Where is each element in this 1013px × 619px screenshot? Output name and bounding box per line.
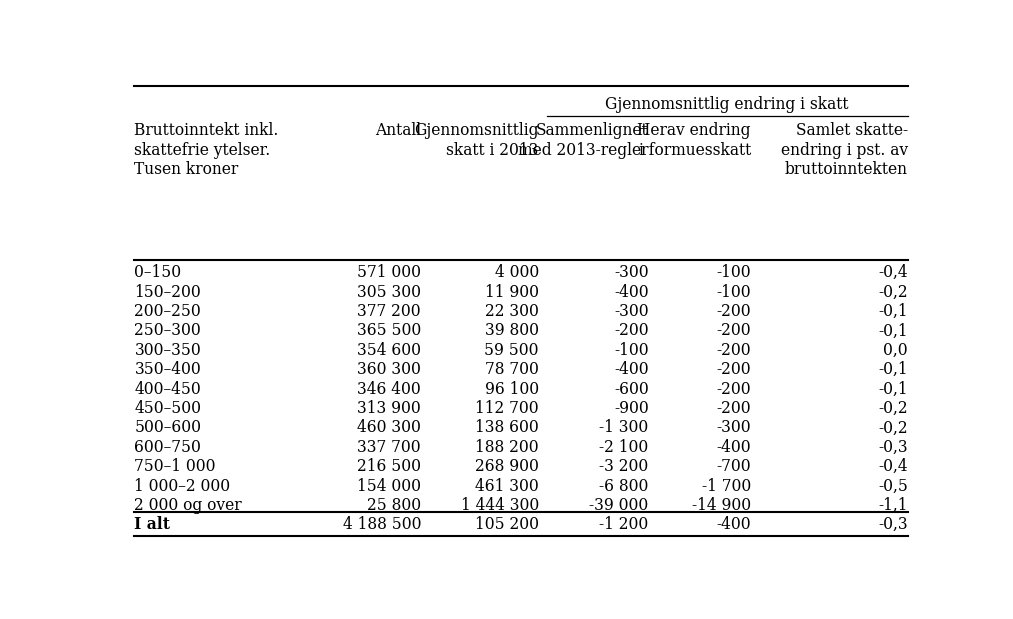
- Text: -100: -100: [716, 284, 751, 301]
- Text: 377 200: 377 200: [358, 303, 421, 320]
- Text: -1 700: -1 700: [702, 478, 751, 495]
- Text: 600–750: 600–750: [135, 439, 202, 456]
- Text: -200: -200: [716, 400, 751, 417]
- Text: 138 600: 138 600: [475, 420, 539, 436]
- Text: 2 000 og over: 2 000 og over: [135, 497, 242, 514]
- Text: Samlet skatte-
endring i pst. av
bruttoinntekten: Samlet skatte- endring i pst. av bruttoi…: [781, 122, 908, 178]
- Text: 1 000–2 000: 1 000–2 000: [135, 478, 231, 495]
- Text: 4 000: 4 000: [494, 264, 539, 281]
- Text: -0,3: -0,3: [878, 439, 908, 456]
- Text: 22 300: 22 300: [485, 303, 539, 320]
- Text: 96 100: 96 100: [484, 381, 539, 397]
- Text: 305 300: 305 300: [357, 284, 421, 301]
- Text: 571 000: 571 000: [357, 264, 421, 281]
- Text: -0,1: -0,1: [878, 322, 908, 339]
- Text: 0–150: 0–150: [135, 264, 181, 281]
- Text: -1 200: -1 200: [600, 516, 648, 533]
- Text: -200: -200: [614, 322, 648, 339]
- Text: -0,5: -0,5: [878, 478, 908, 495]
- Text: Sammenlignet
med 2013-regler: Sammenlignet med 2013-regler: [519, 122, 648, 158]
- Text: Herav endring
i formuesskatt: Herav endring i formuesskatt: [637, 122, 751, 158]
- Text: -900: -900: [614, 400, 648, 417]
- Text: 461 300: 461 300: [475, 478, 539, 495]
- Text: 750–1 000: 750–1 000: [135, 458, 216, 475]
- Text: 150–200: 150–200: [135, 284, 202, 301]
- Text: 400–450: 400–450: [135, 381, 202, 397]
- Text: -14 900: -14 900: [692, 497, 751, 514]
- Text: 4 188 500: 4 188 500: [342, 516, 421, 533]
- Text: 460 300: 460 300: [358, 420, 421, 436]
- Text: 0,0: 0,0: [883, 342, 908, 359]
- Text: -0,2: -0,2: [878, 400, 908, 417]
- Text: -2 100: -2 100: [600, 439, 648, 456]
- Text: Gjennomsnittlig endring i skatt: Gjennomsnittlig endring i skatt: [606, 96, 849, 113]
- Text: -100: -100: [716, 264, 751, 281]
- Text: 154 000: 154 000: [357, 478, 421, 495]
- Text: -400: -400: [614, 361, 648, 378]
- Text: -200: -200: [716, 361, 751, 378]
- Text: -0,3: -0,3: [878, 516, 908, 533]
- Text: -0,1: -0,1: [878, 361, 908, 378]
- Text: 25 800: 25 800: [367, 497, 421, 514]
- Text: -0,4: -0,4: [878, 264, 908, 281]
- Text: -3 200: -3 200: [600, 458, 648, 475]
- Text: -100: -100: [614, 342, 648, 359]
- Text: -39 000: -39 000: [590, 497, 648, 514]
- Text: 105 200: 105 200: [475, 516, 539, 533]
- Text: 39 800: 39 800: [485, 322, 539, 339]
- Text: 346 400: 346 400: [358, 381, 421, 397]
- Text: 200–250: 200–250: [135, 303, 202, 320]
- Text: 59 500: 59 500: [484, 342, 539, 359]
- Text: 350–400: 350–400: [135, 361, 202, 378]
- Text: -200: -200: [716, 303, 751, 320]
- Text: -0,1: -0,1: [878, 303, 908, 320]
- Text: Bruttoinntekt inkl.
skattefrie ytelser.
Tusen kroner: Bruttoinntekt inkl. skattefrie ytelser. …: [135, 122, 279, 178]
- Text: -0,2: -0,2: [878, 420, 908, 436]
- Text: -1 300: -1 300: [600, 420, 648, 436]
- Text: -200: -200: [716, 342, 751, 359]
- Text: -400: -400: [716, 516, 751, 533]
- Text: 354 600: 354 600: [357, 342, 421, 359]
- Text: 11 900: 11 900: [485, 284, 539, 301]
- Text: 337 700: 337 700: [358, 439, 421, 456]
- Text: -300: -300: [716, 420, 751, 436]
- Text: -600: -600: [614, 381, 648, 397]
- Text: -200: -200: [716, 381, 751, 397]
- Text: -6 800: -6 800: [600, 478, 648, 495]
- Text: 300–350: 300–350: [135, 342, 202, 359]
- Text: 188 200: 188 200: [475, 439, 539, 456]
- Text: -1,1: -1,1: [878, 497, 908, 514]
- Text: 360 300: 360 300: [358, 361, 421, 378]
- Text: -0,4: -0,4: [878, 458, 908, 475]
- Text: -300: -300: [614, 303, 648, 320]
- Text: Antall: Antall: [375, 122, 421, 139]
- Text: 365 500: 365 500: [357, 322, 421, 339]
- Text: 250–300: 250–300: [135, 322, 202, 339]
- Text: Gjennomsnittlig
skatt i 2013: Gjennomsnittlig skatt i 2013: [414, 122, 539, 158]
- Text: 78 700: 78 700: [485, 361, 539, 378]
- Text: 216 500: 216 500: [357, 458, 421, 475]
- Text: 450–500: 450–500: [135, 400, 202, 417]
- Text: I alt: I alt: [135, 516, 170, 533]
- Text: -200: -200: [716, 322, 751, 339]
- Text: 500–600: 500–600: [135, 420, 202, 436]
- Text: -400: -400: [614, 284, 648, 301]
- Text: 112 700: 112 700: [475, 400, 539, 417]
- Text: -300: -300: [614, 264, 648, 281]
- Text: 1 444 300: 1 444 300: [461, 497, 539, 514]
- Text: 268 900: 268 900: [475, 458, 539, 475]
- Text: -700: -700: [716, 458, 751, 475]
- Text: 313 900: 313 900: [358, 400, 421, 417]
- Text: -400: -400: [716, 439, 751, 456]
- Text: -0,1: -0,1: [878, 381, 908, 397]
- Text: -0,2: -0,2: [878, 284, 908, 301]
